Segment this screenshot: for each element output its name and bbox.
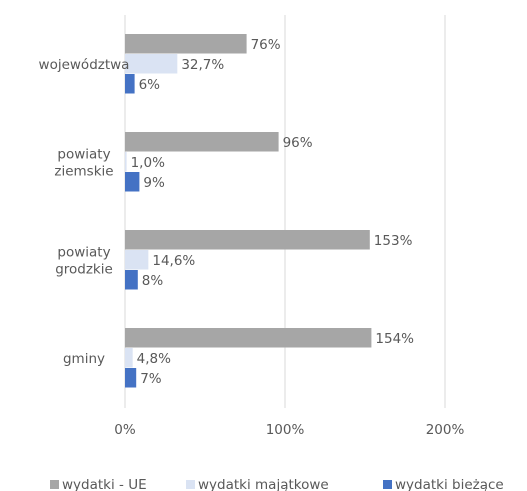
- category-labels: województwapowiatyziemskiepowiatygrodzki…: [39, 57, 130, 367]
- data-label-2-2: 8%: [142, 273, 164, 289]
- data-label-0-2: 153%: [374, 233, 413, 249]
- data-label-1-0: 32,7%: [181, 57, 224, 73]
- bar-1-3: [125, 348, 133, 368]
- gridlines: [124, 15, 446, 408]
- bar-0-3: [125, 328, 372, 348]
- x-tick-label-1: 100%: [266, 422, 305, 438]
- bar-2-1: [125, 172, 140, 192]
- legend-swatch-1: [186, 480, 195, 489]
- data-label-2-3: 7%: [140, 371, 162, 387]
- data-label-1-1: 1,0%: [131, 155, 165, 171]
- bar-1-0: [125, 54, 178, 74]
- bar-1-2: [125, 250, 149, 270]
- data-label-2-1: 9%: [143, 175, 165, 191]
- category-label-1-line-0: powiaty: [57, 146, 110, 162]
- bar-1-1: [125, 152, 127, 172]
- category-label-2-line-1: grodzkie: [55, 261, 113, 277]
- data-label-1-2: 14,6%: [152, 253, 195, 269]
- legend-label-2: wydatki bieżące: [395, 477, 504, 491]
- legend-swatch-2: [383, 480, 392, 489]
- bar-2-2: [125, 270, 138, 290]
- x-tick-label-0: 0%: [114, 422, 136, 438]
- bar-0-2: [125, 230, 370, 250]
- legend: wydatki - UE wydatki majątkowe wydatki bie…: [50, 477, 504, 491]
- x-tick-label-2: 200%: [426, 422, 465, 438]
- category-label-1-line-1: ziemskie: [54, 163, 113, 179]
- legend-label-0: wydatki - UE: [62, 477, 147, 491]
- data-label-1-3: 4,8%: [137, 351, 171, 367]
- data-label-0-0: 76%: [251, 37, 281, 53]
- bar-0-1: [125, 132, 279, 152]
- legend-label-1: wydatki majątkowe: [198, 477, 329, 491]
- bar-2-0: [125, 74, 135, 94]
- bar-0-0: [125, 34, 247, 54]
- bars: 76% 32,7% 6% 96% 1,0% 9% 153% 14,6% 8% 154% 4,8% 7%: [125, 34, 414, 388]
- data-label-2-0: 6%: [139, 77, 161, 93]
- bar-2-3: [125, 368, 137, 388]
- category-label-0-line-0: województwa: [39, 57, 130, 73]
- category-label-3-line-0: gminy: [63, 351, 105, 367]
- data-label-0-3: 154%: [375, 331, 414, 347]
- x-tick-labels: 0% 100% 200%: [114, 422, 464, 438]
- legend-swatch-0: [50, 480, 59, 489]
- data-label-0-1: 96%: [283, 135, 313, 151]
- category-label-2-line-0: powiaty: [57, 244, 110, 260]
